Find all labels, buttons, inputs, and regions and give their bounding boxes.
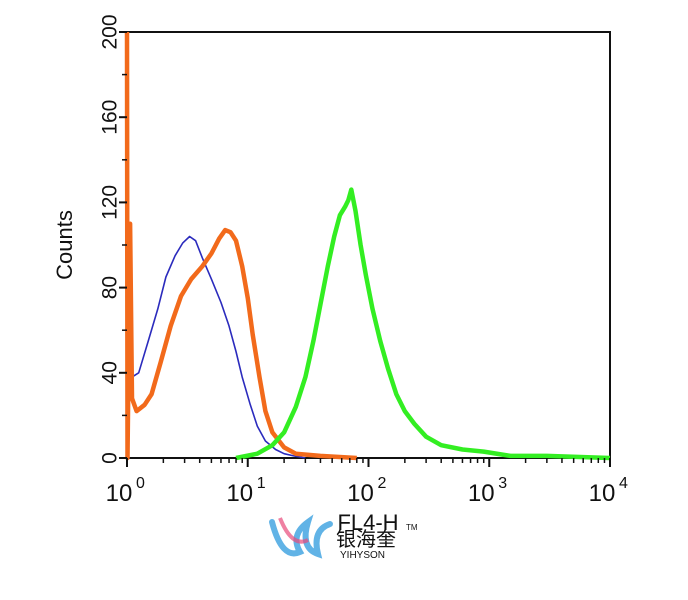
y-tick-label: 160 — [99, 100, 122, 135]
logo-swoosh-accent-icon — [278, 517, 309, 544]
logo-swoosh-icon — [269, 514, 333, 559]
x-tick-base: 10 — [347, 480, 374, 507]
y-tick-label: 0 — [99, 452, 122, 464]
x-tick-base: 10 — [106, 480, 133, 507]
x-tick-exponent: 1 — [257, 475, 266, 492]
x-axis-ticks: 10 0 10 1 10 2 10 3 10 4 — [106, 458, 628, 507]
y-tick-label: 200 — [99, 14, 122, 49]
x-tick-exponent: 4 — [619, 475, 628, 492]
x-axis-label: FL4-H — [337, 510, 398, 535]
series-line-2 — [124, 31, 357, 461]
x-tick-base: 10 — [226, 480, 253, 507]
x-tick-exponent: 2 — [378, 475, 387, 492]
y-tick-label: 120 — [99, 185, 122, 220]
x-tick-label: 10 0 — [106, 475, 145, 507]
y-tick-label: 40 — [99, 361, 122, 384]
x-tick-exponent: 0 — [136, 475, 145, 492]
watermark-tm: TM — [406, 523, 418, 532]
x-tick-base: 10 — [468, 480, 495, 507]
x-tick-label: 10 1 — [226, 475, 265, 507]
x-tick-label: 10 3 — [468, 475, 507, 507]
x-tick-base: 10 — [589, 480, 616, 507]
y-tick-label: 80 — [99, 276, 122, 299]
watermark-brand-cn: 银海奎 — [336, 528, 396, 551]
watermark-brand-en: YIHYSON — [340, 550, 385, 561]
series-line-1 — [126, 235, 306, 459]
series-line-3 — [235, 187, 611, 461]
y-axis-ticks: 0 40 80 120 160 200 — [99, 14, 127, 464]
watermark-logo: 银海奎 TM YIHYSON — [269, 514, 418, 561]
x-tick-label: 10 2 — [347, 475, 386, 507]
y-axis-label: Counts — [52, 210, 77, 280]
x-tick-label: 10 4 — [589, 475, 628, 507]
plot-frame — [126, 31, 611, 459]
x-tick-exponent: 3 — [498, 475, 507, 492]
series-layer — [124, 31, 611, 461]
